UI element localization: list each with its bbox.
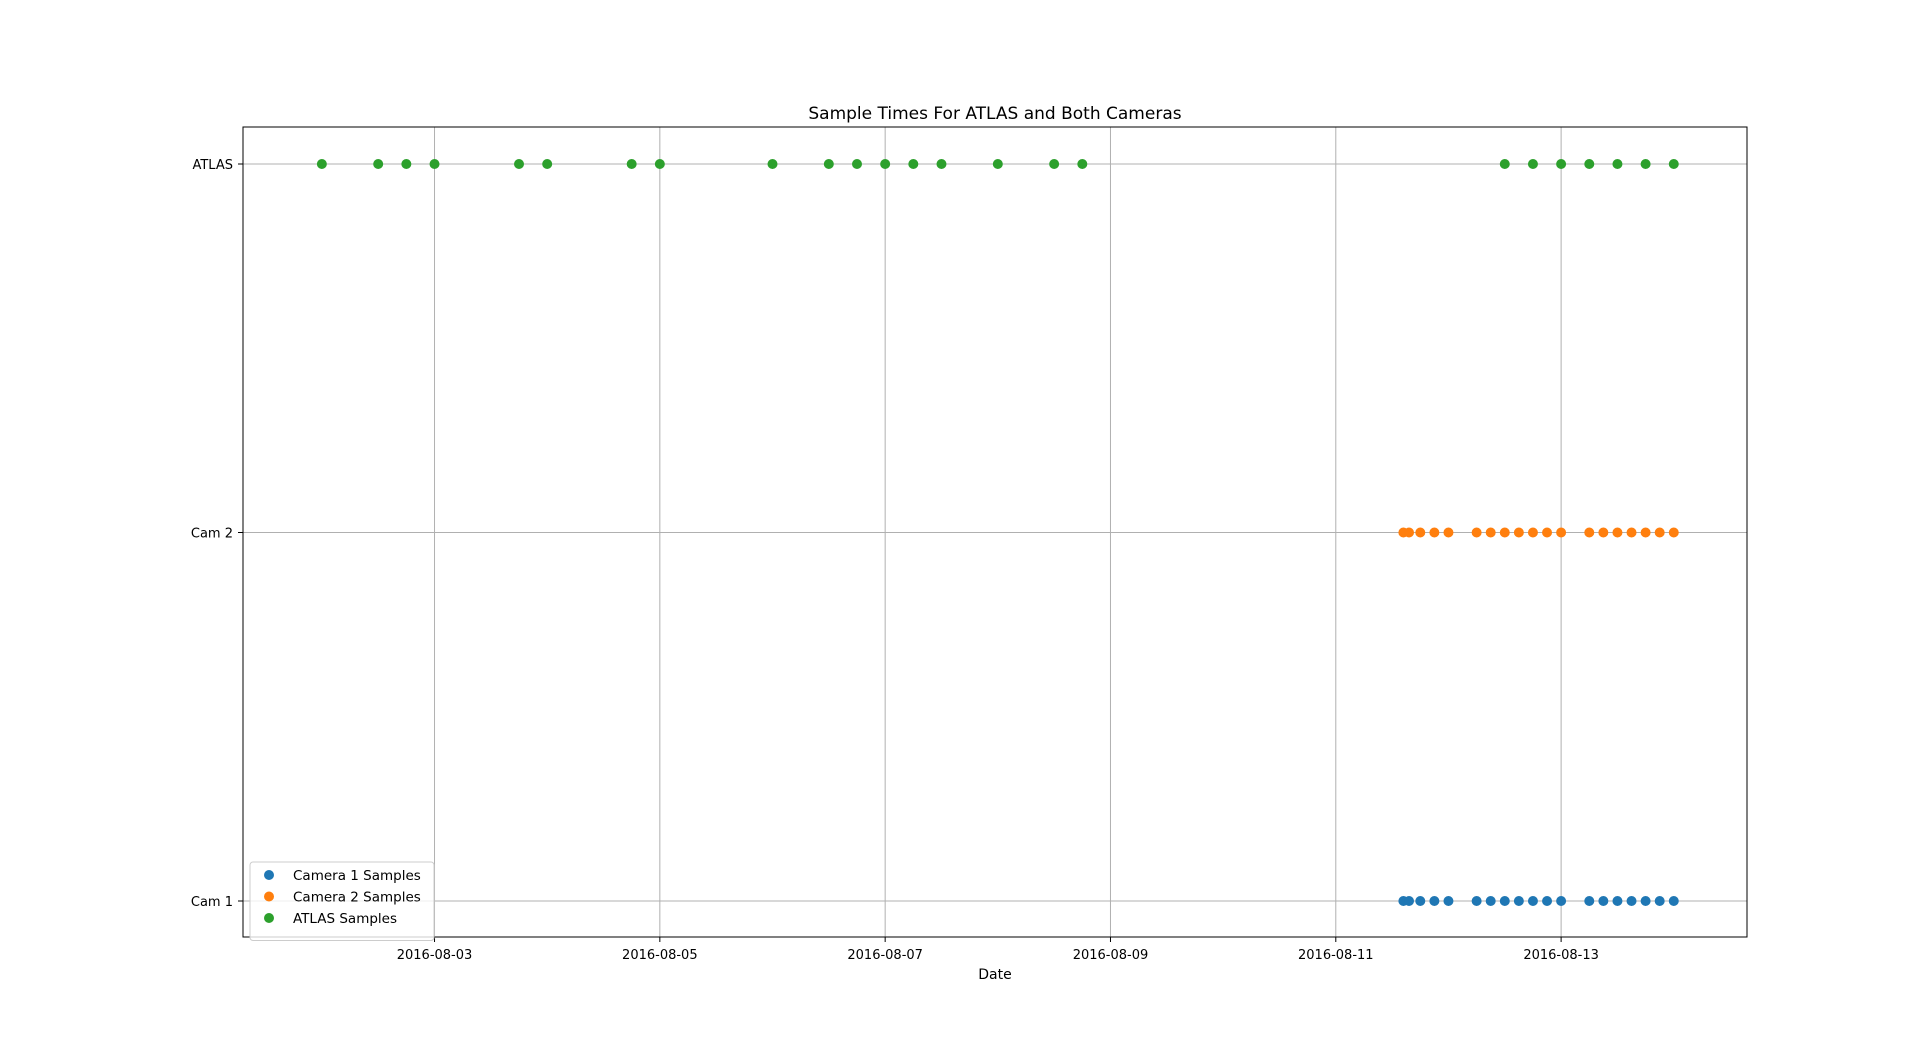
data-point bbox=[373, 159, 384, 169]
data-point bbox=[1077, 159, 1088, 169]
data-point bbox=[1584, 159, 1595, 169]
data-point bbox=[1513, 527, 1524, 538]
data-point bbox=[1668, 159, 1679, 169]
data-point bbox=[1668, 896, 1679, 906]
series-1 bbox=[1398, 527, 1679, 538]
x-tick-label: 2016-08-09 bbox=[1073, 948, 1149, 963]
data-point bbox=[1404, 896, 1415, 906]
data-point bbox=[1415, 896, 1426, 906]
data-points bbox=[316, 159, 1679, 906]
legend-box bbox=[249, 861, 435, 941]
data-point bbox=[1556, 896, 1567, 906]
legend-marker bbox=[264, 913, 274, 923]
x-axis-label: Date bbox=[978, 967, 1011, 983]
data-point bbox=[1527, 159, 1538, 169]
data-point bbox=[1471, 527, 1482, 538]
data-point bbox=[316, 159, 327, 169]
data-point bbox=[654, 159, 665, 169]
legend-entry: Camera 2 Samples bbox=[293, 890, 421, 906]
data-point bbox=[429, 159, 440, 169]
data-point bbox=[1415, 527, 1426, 538]
legend-marker bbox=[264, 891, 274, 902]
data-point bbox=[880, 159, 891, 169]
data-point bbox=[1640, 159, 1651, 169]
y-tick-label: ATLAS bbox=[192, 158, 233, 173]
x-tick-label: 2016-08-07 bbox=[847, 948, 923, 963]
data-point bbox=[1612, 896, 1623, 906]
data-point bbox=[1527, 527, 1538, 538]
data-point bbox=[767, 159, 778, 169]
data-point bbox=[1626, 527, 1637, 538]
data-point bbox=[1640, 527, 1651, 538]
data-point bbox=[1556, 527, 1567, 538]
data-point bbox=[1584, 896, 1595, 906]
data-point bbox=[514, 159, 525, 169]
x-tick-label: 2016-08-05 bbox=[622, 948, 698, 963]
data-point bbox=[1499, 896, 1510, 906]
data-point bbox=[936, 159, 947, 169]
data-point bbox=[1542, 527, 1553, 538]
data-point bbox=[1443, 896, 1454, 906]
data-point bbox=[1668, 527, 1679, 538]
data-point bbox=[1626, 896, 1637, 906]
data-point bbox=[1429, 527, 1440, 538]
x-tick-label: 2016-08-11 bbox=[1298, 948, 1374, 963]
y-tick-label: Cam 2 bbox=[191, 527, 233, 542]
data-point bbox=[1485, 896, 1496, 906]
data-point bbox=[1654, 896, 1665, 906]
data-point bbox=[1527, 896, 1538, 906]
y-axis-ticks: Cam 1 Cam 2 ATLAS bbox=[191, 158, 243, 910]
legend-entry: ATLAS Samples bbox=[293, 911, 397, 927]
data-point bbox=[626, 159, 637, 169]
chart-title: Sample Times For ATLAS and Both Cameras bbox=[808, 104, 1181, 124]
data-point bbox=[1471, 896, 1482, 906]
data-point bbox=[1049, 159, 1060, 169]
x-axis-ticks: 2016-08-03 2016-08-05 2016-08-07 2016-08-09… bbox=[397, 937, 1599, 963]
data-point bbox=[1443, 527, 1454, 538]
legend-entry: Camera 1 Samples bbox=[293, 868, 421, 884]
data-point bbox=[1584, 527, 1595, 538]
data-point bbox=[1513, 896, 1524, 906]
data-point bbox=[1598, 527, 1609, 538]
data-point bbox=[1404, 527, 1415, 538]
data-point bbox=[1499, 527, 1510, 538]
data-point bbox=[1542, 896, 1553, 906]
data-point bbox=[1598, 896, 1609, 906]
data-point bbox=[1499, 159, 1510, 169]
data-point bbox=[851, 159, 862, 169]
data-point bbox=[823, 159, 834, 169]
data-point bbox=[1556, 159, 1567, 169]
data-point bbox=[1612, 527, 1623, 538]
data-point bbox=[1485, 527, 1496, 538]
data-point bbox=[401, 159, 412, 169]
data-point bbox=[1654, 527, 1665, 538]
data-point bbox=[908, 159, 919, 169]
y-tick-label: Cam 1 bbox=[191, 895, 233, 910]
data-point bbox=[1429, 896, 1440, 906]
series-0 bbox=[1398, 896, 1679, 906]
data-point bbox=[1612, 159, 1623, 169]
data-point bbox=[542, 159, 553, 169]
legend-marker bbox=[264, 870, 274, 880]
data-point bbox=[1640, 896, 1651, 906]
legend: Camera 1 Samples Camera 2 Samples ATLAS Sa… bbox=[249, 861, 435, 941]
x-tick-label: 2016-08-13 bbox=[1523, 948, 1599, 963]
series-2 bbox=[316, 159, 1679, 169]
data-point bbox=[992, 159, 1003, 169]
x-tick-label: 2016-08-03 bbox=[397, 948, 473, 963]
